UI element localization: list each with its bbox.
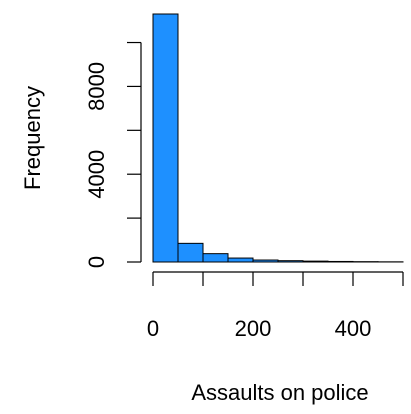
y-tick-label: 4000 bbox=[84, 150, 109, 199]
y-tick-label: 8000 bbox=[84, 62, 109, 111]
histogram-bars bbox=[152, 13, 404, 263]
histogram-bar bbox=[177, 242, 204, 263]
histogram-bar bbox=[327, 260, 354, 263]
histogram-bar bbox=[227, 257, 254, 263]
histogram-bar bbox=[302, 260, 329, 263]
histogram-bar bbox=[152, 13, 179, 263]
y-axis-label: Frequency bbox=[20, 86, 45, 190]
histogram-bar bbox=[252, 259, 279, 263]
histogram-bar bbox=[277, 260, 304, 263]
x-axis-label: Assaults on police bbox=[191, 380, 368, 405]
x-tick-label: 400 bbox=[335, 316, 372, 341]
x-tick-label: 0 bbox=[147, 316, 159, 341]
x-axis: 0 200 400 bbox=[147, 271, 404, 341]
y-axis: 0 4000 8000 bbox=[84, 41, 142, 268]
y-tick-label: 0 bbox=[84, 256, 109, 268]
histogram-bar bbox=[202, 253, 229, 263]
x-tick-label: 200 bbox=[235, 316, 272, 341]
